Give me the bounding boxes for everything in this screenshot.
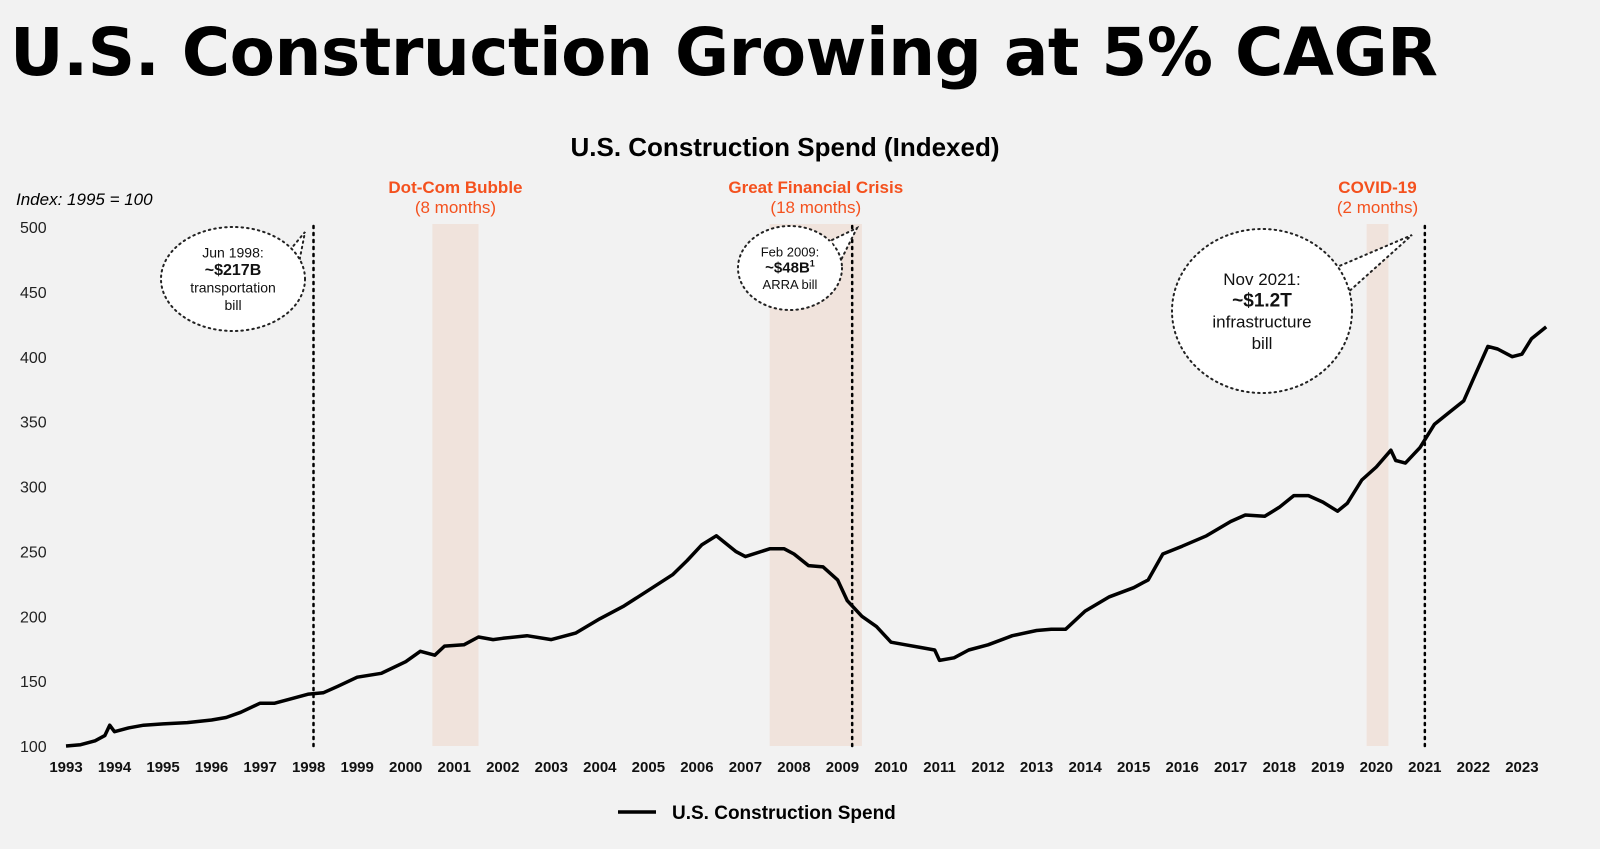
x-tick-label: 2001 <box>438 759 471 776</box>
legend: U.S. Construction Spend <box>618 803 896 824</box>
x-tick-label: 2012 <box>971 759 1004 776</box>
x-tick-label: 2019 <box>1311 759 1344 776</box>
callout-text-line: bill <box>1252 334 1273 353</box>
callout-ellipse <box>737 225 843 311</box>
y-tick-label: 200 <box>20 609 47 626</box>
x-tick-label: 2011 <box>923 759 956 776</box>
callout-desc1: transportation <box>190 280 276 296</box>
x-tick-label: 1999 <box>340 759 373 776</box>
callout-text-line: ~$1.2T <box>1232 290 1292 311</box>
callout-text-line: ARRA bill <box>763 277 818 292</box>
y-axis-label: Index: 1995 = 100 <box>16 190 153 209</box>
chart-title: U.S. Construction Spend (Indexed) <box>570 132 999 162</box>
callout-tail-joint <box>283 250 297 268</box>
y-tick-label: 300 <box>20 480 47 497</box>
callout-tail <box>289 231 306 269</box>
callout-ellipse <box>1171 228 1353 394</box>
callout-desc2: bill <box>224 297 241 313</box>
callout-amount: ~$217B <box>205 262 262 279</box>
callout-text-line: infrastructure <box>1212 313 1311 332</box>
callout-text-line: Nov 2021: <box>1223 270 1301 289</box>
y-tick-label: 500 <box>20 220 47 237</box>
x-tick-label: 2002 <box>486 759 519 776</box>
callout-amount: ~$1.2T <box>1232 290 1292 311</box>
callout-text-line: ~$217B <box>205 262 262 279</box>
x-tick-label: 1998 <box>292 759 325 776</box>
x-tick-label: 2008 <box>777 759 810 776</box>
x-tick-label: 2009 <box>826 759 859 776</box>
legend-label: U.S. Construction Spend <box>672 803 896 824</box>
shaded-period-label: Dot-Com Bubble <box>388 178 522 197</box>
x-tick-label: 2022 <box>1457 759 1490 776</box>
x-tick-label: 1993 <box>49 759 82 776</box>
x-tick-label: 2005 <box>632 759 665 776</box>
x-tick-label: 2023 <box>1505 759 1538 776</box>
x-tick-label: 2020 <box>1360 759 1393 776</box>
y-tick-label: 250 <box>20 544 47 561</box>
shaded-period-label: COVID-19 <box>1338 178 1416 197</box>
callout-footnote-marker: 1 <box>810 259 815 269</box>
x-tick-label: 2018 <box>1263 759 1296 776</box>
shaded-period-label: Great Financial Crisis <box>728 178 903 197</box>
callout-text-line: Jun 1998: <box>202 245 264 261</box>
callout-tail-joint <box>825 240 839 262</box>
x-tick-label: 2021 <box>1408 759 1441 776</box>
x-tick-label: 1994 <box>98 759 132 776</box>
callout-ellipse <box>160 226 306 332</box>
shaded-period-2 <box>1366 224 1389 746</box>
callout-date: Jun 1998: <box>202 245 264 261</box>
x-tick-label: 1996 <box>195 759 228 776</box>
x-tick-label: 2010 <box>874 759 907 776</box>
x-tick-label: 1995 <box>146 759 179 776</box>
page-title: U.S. Construction Growing at 5% CAGR <box>10 14 1438 91</box>
shaded-period-duration: (2 months) <box>1337 198 1418 217</box>
x-tick-label: 1997 <box>243 759 276 776</box>
x-tick-label: 2000 <box>389 759 422 776</box>
callout-date: Nov 2021: <box>1223 270 1301 289</box>
x-tick-label: 2016 <box>1166 759 1199 776</box>
x-tick-label: 2013 <box>1020 759 1053 776</box>
y-tick-label: 150 <box>20 674 47 691</box>
callout-text-line: ~$48B1 <box>765 259 815 277</box>
x-tick-label: 2015 <box>1117 759 1150 776</box>
callout-amount: ~$48B <box>765 260 810 277</box>
callout-desc2: bill <box>1252 334 1273 353</box>
callout-tail-joint <box>1323 270 1344 295</box>
shaded-period-0 <box>432 224 479 746</box>
callout-desc1: ARRA bill <box>763 277 818 292</box>
x-tick-label: 2007 <box>729 759 762 776</box>
y-tick-label: 450 <box>20 285 47 302</box>
series-line-us-construction-spend <box>65 325 1548 748</box>
shaded-period-1 <box>769 224 862 746</box>
callout-date: Feb 2009: <box>761 244 820 259</box>
shaded-period-duration: (18 months) <box>770 198 861 217</box>
callout-text-line: bill <box>224 297 241 313</box>
x-tick-label: 2017 <box>1214 759 1247 776</box>
y-tick-label: 100 <box>20 739 47 756</box>
callout-desc1: infrastructure <box>1212 313 1311 332</box>
y-tick-label: 350 <box>20 415 47 432</box>
callout-text-line: transportation <box>190 280 276 296</box>
callout-text-line: Feb 2009: <box>761 244 820 259</box>
y-tick-label: 400 <box>20 350 47 367</box>
callout-bubble: Nov 2021:~$1.2T infrastructure bill <box>1171 228 1413 394</box>
shaded-period-duration: (8 months) <box>415 198 496 217</box>
x-tick-label: 2014 <box>1068 759 1102 776</box>
x-tick-label: 2003 <box>535 759 568 776</box>
x-tick-label: 2006 <box>680 759 713 776</box>
callout-tail <box>1329 234 1413 296</box>
x-tick-label: 2004 <box>583 759 617 776</box>
